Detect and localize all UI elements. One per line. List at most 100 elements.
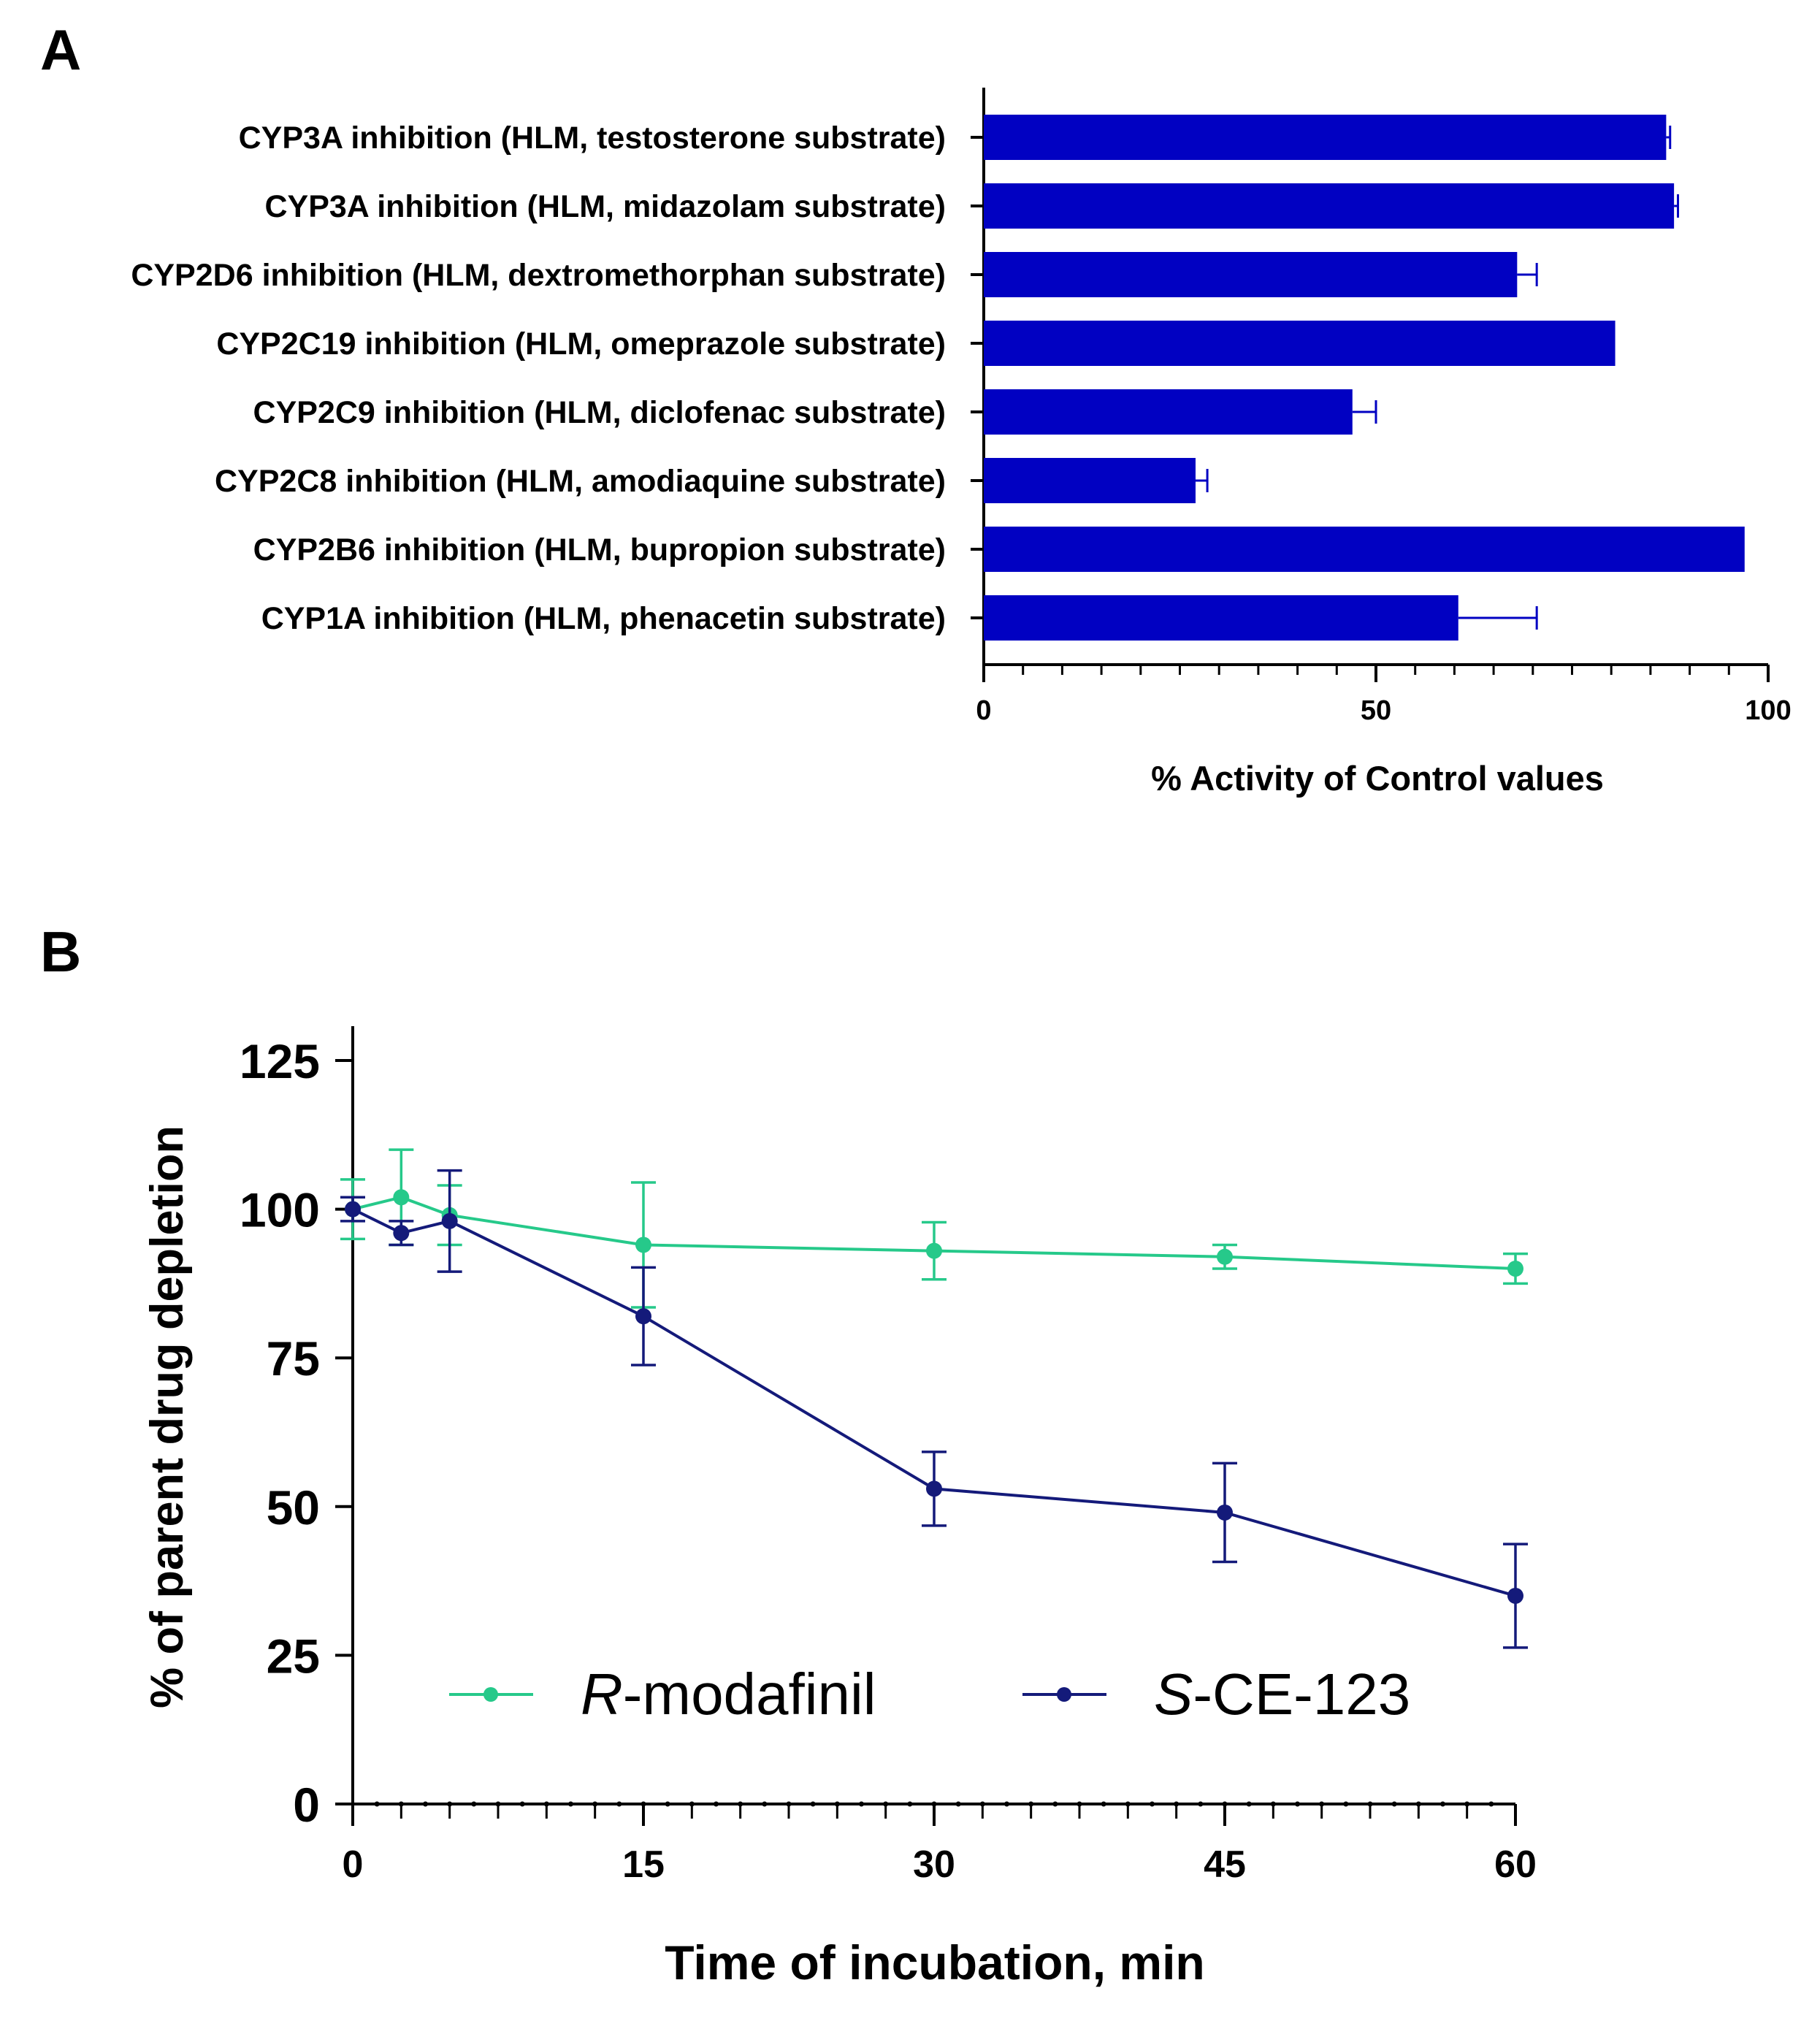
panel-b-data-point xyxy=(345,1201,361,1218)
panel-b-axis-dot xyxy=(519,1801,525,1807)
panel-b-y-tick-label: 0 xyxy=(293,1778,320,1832)
panel-b-axis-dot xyxy=(955,1801,961,1807)
panel-b-axis-dot xyxy=(1174,1801,1179,1807)
panel-a-bar xyxy=(984,389,1353,435)
panel-b-data-point xyxy=(441,1212,458,1229)
panel-a-x-tick-label: 100 xyxy=(1745,695,1791,726)
panel-b-y-tick-label: 75 xyxy=(267,1331,320,1386)
panel-b-axis-dot xyxy=(592,1801,598,1807)
panel-b-y-tick-label: 25 xyxy=(267,1629,320,1683)
panel-b-axis-dot xyxy=(1222,1801,1228,1807)
legend-label-s-ce-123: S-CE-123 xyxy=(1154,1662,1410,1727)
panel-b-label: B xyxy=(40,920,81,984)
panel-b-axis-dot xyxy=(1343,1801,1349,1807)
legend-marker-s-ce-123 xyxy=(1057,1687,1071,1702)
panel-b-axis-dot xyxy=(1391,1801,1397,1807)
panel-b-axis-dot xyxy=(1488,1801,1494,1807)
panel-a-category-label: CYP2C19 inhibition (HLM, omeprazole subs… xyxy=(216,326,946,362)
panel-b-axis-dot xyxy=(1052,1801,1058,1807)
panel-b-axis-dot xyxy=(1028,1801,1034,1807)
panel-b-axis-dot xyxy=(786,1801,792,1807)
panel-a-chart: 0 50 100 CYP3A inhibition (HLM, testosteron… xyxy=(131,88,1792,726)
panel-a-bar xyxy=(984,458,1196,503)
panel-b-data-point xyxy=(393,1225,410,1242)
panel-b-axis-dot xyxy=(374,1801,380,1807)
panel-b-y-tick-label: 50 xyxy=(267,1480,320,1534)
panel-b-axis-dot xyxy=(907,1801,913,1807)
panel-a-bar xyxy=(984,252,1518,297)
legend-marker-r-modafinil xyxy=(483,1687,498,1702)
panel-a-bar xyxy=(984,595,1458,641)
panel-b-data-point xyxy=(635,1308,651,1325)
panel-a-category-label: CYP1A inhibition (HLM, phenacetin substr… xyxy=(261,601,946,636)
panel-b-axis-dot xyxy=(1415,1801,1421,1807)
panel-b-y-axis-title: % of parent drug depletion xyxy=(142,1125,193,1708)
panel-b-legend: R-modafinil S-CE-123 xyxy=(449,1662,1410,1727)
panel-b-axis-dot xyxy=(859,1801,864,1807)
panel-b-axis-dot xyxy=(1319,1801,1325,1807)
panel-b-axis-dot xyxy=(398,1801,404,1807)
panel-b-x-tick-label: 30 xyxy=(913,1843,955,1886)
panel-a-category-label: CYP3A inhibition (HLM, testosterone subs… xyxy=(239,121,946,156)
panel-b-axis-dot xyxy=(1198,1801,1204,1807)
panel-b-axis-dot xyxy=(810,1801,816,1807)
panel-b-axis-dot xyxy=(1270,1801,1276,1807)
panel-b-axis-dot xyxy=(834,1801,840,1807)
panel-b-x-tick-label: 0 xyxy=(343,1843,364,1886)
panel-b-axis-dot xyxy=(616,1801,622,1807)
panel-b-axis-dot xyxy=(1150,1801,1155,1807)
panel-b-axis-dot xyxy=(1440,1801,1445,1807)
panel-b-axis-dot xyxy=(689,1801,695,1807)
panel-a-bar xyxy=(984,183,1675,229)
panel-b-axis-dot xyxy=(1295,1801,1300,1807)
panel-a-bar xyxy=(984,115,1667,160)
panel-b-axis-dot xyxy=(1246,1801,1252,1807)
panel-a-category-label: CYP3A inhibition (HLM, midazolam substra… xyxy=(264,189,946,224)
panel-b-x-tick-label: 45 xyxy=(1204,1843,1246,1886)
panel-b-data-point xyxy=(393,1189,410,1206)
panel-b-chart: 0 25 50 75 100 125 0 15 30 45 60 xyxy=(240,1026,1537,1886)
panel-b-axis-dot xyxy=(738,1801,743,1807)
panel-b-axis-dot xyxy=(931,1801,937,1807)
panel-a-x-tick-label: 50 xyxy=(1361,695,1391,726)
panel-b-data-point xyxy=(635,1237,651,1253)
panel-b-axis-dot xyxy=(979,1801,985,1807)
panel-b-axis-dot xyxy=(1004,1801,1009,1807)
legend-label-r-modafinil: R-modafinil xyxy=(581,1662,876,1727)
panel-b-x-axis-title: Time of incubation, min xyxy=(665,1935,1204,1990)
panel-a-x-tick-label: 0 xyxy=(976,695,991,726)
panel-a-category-label: CYP2B6 inhibition (HLM, bupropion substr… xyxy=(253,532,946,567)
panel-a-category-label: CYP2D6 inhibition (HLM, dextromethorphan… xyxy=(131,258,946,293)
panel-b-axis-dot xyxy=(762,1801,768,1807)
panel-b-axis-dot xyxy=(665,1801,670,1807)
panel-b-x-tick-label: 60 xyxy=(1494,1843,1537,1886)
panel-b-axis-dot xyxy=(495,1801,501,1807)
panel-b-axis-dot xyxy=(883,1801,889,1807)
panel-b-axis-dot xyxy=(714,1801,719,1807)
panel-b-data-point xyxy=(1217,1504,1233,1521)
panel-b-x-tick-label: 15 xyxy=(622,1843,665,1886)
panel-b-data-point xyxy=(1507,1261,1523,1277)
panel-b-axis-dot xyxy=(1464,1801,1470,1807)
panel-b-axis-dot xyxy=(471,1801,477,1807)
panel-b-axis-dot xyxy=(423,1801,428,1807)
panel-b-axis-dot xyxy=(568,1801,573,1807)
panel-b-y-tick-label: 100 xyxy=(240,1183,320,1237)
panel-a-label: A xyxy=(40,18,81,82)
panel-b-axis-dot xyxy=(1077,1801,1082,1807)
panel-a-category-label: CYP2C8 inhibition (HLM, amodiaquine subs… xyxy=(215,464,946,499)
panel-b-data-point xyxy=(926,1242,942,1259)
panel-b-y-tick-label: 125 xyxy=(240,1034,320,1088)
panel-b-axis-dot xyxy=(641,1801,646,1807)
panel-a-category-label: CYP2C9 inhibition (HLM, diclofenac subst… xyxy=(253,395,946,430)
panel-b-axis-dot xyxy=(543,1801,549,1807)
panel-b-axis-dot xyxy=(447,1801,453,1807)
panel-b-axis-dot xyxy=(1367,1801,1373,1807)
panel-a-bar xyxy=(984,321,1616,366)
panel-a-x-axis-title: % Activity of Control values xyxy=(1151,759,1604,798)
panel-b-data-point xyxy=(1217,1248,1233,1265)
panel-b-axis-dot xyxy=(1101,1801,1106,1807)
panel-b-data-point xyxy=(1507,1587,1523,1604)
panel-b-axis-dot xyxy=(1125,1801,1131,1807)
